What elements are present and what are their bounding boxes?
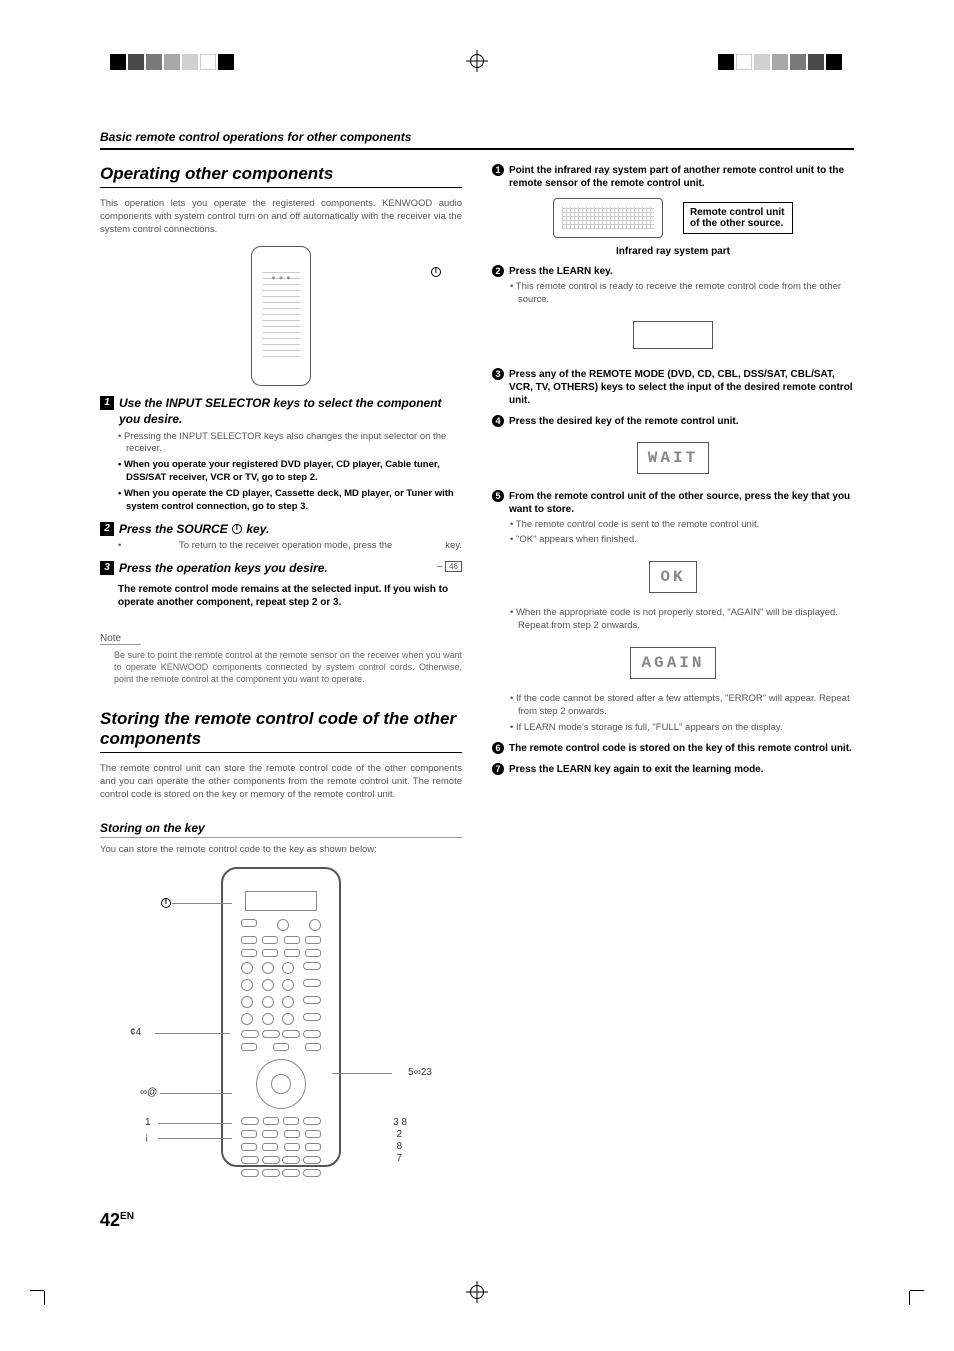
info-box: Remote control unit of the other source. [683,202,793,234]
lcd-wait: WAIT [637,442,709,474]
remote-icon-large [221,867,341,1167]
rstep-4-title: Press the desired key of the remote cont… [509,415,739,428]
note-text: Be sure to point the remote control at t… [114,649,462,685]
rstep-5-b1: The remote control code is sent to the r… [510,519,854,532]
section-title-storing: Storing the remote control code of the o… [100,709,462,753]
section-title-operating: Operating other components [100,164,462,188]
rstep-6-title: The remote control code is stored on the… [509,742,852,755]
callout-stop: 7 [396,1153,402,1164]
remote-icon [251,246,311,386]
rstep-1: 1 Point the infrared ray system part of … [492,164,854,257]
rstep-badge-1: 1 [492,164,504,176]
rstep-2: 2 Press the LEARN key. This remote contr… [492,265,854,360]
color-swatches-right [718,54,844,70]
callout-power [160,897,172,908]
step-2: 2 Press the SOURCE key. To return to the… [100,522,462,553]
callout-nav: 5∞23 [408,1067,432,1078]
rstep-5-b5: If LEARN mode's storage is full, "FULL" … [510,722,854,735]
subtitle-storing-key: Storing on the key [100,821,462,838]
power-icon [430,266,442,277]
lcd-ok: OK [649,561,696,593]
rstep-5-title: From the remote control unit of the othe… [509,490,854,516]
rstep-2-title: Press the LEARN key. [509,265,613,278]
rstep-5-b2: "OK" appears when finished. [510,534,854,547]
step-badge-3: 3 [100,561,114,575]
step-1-title: Use the INPUT SELECTOR keys to select th… [119,396,462,427]
rstep-badge-6: 6 [492,742,504,754]
registration-mark-icon [466,50,488,72]
sub-intro: You can store the remote control code to… [100,844,462,857]
step-3-title: Press the operation keys you desire. [119,561,328,577]
rstep-badge-5: 5 [492,490,504,502]
callout-ff: ¡ [145,1132,148,1143]
step-2-title: Press the SOURCE key. [119,522,269,538]
intro-operating: This operation lets you operate the regi… [100,198,462,236]
rstep-7-title: Press the LEARN key again to exit the le… [509,763,764,776]
remote-diagram-small [100,246,462,386]
callout-play-pause: 3 8 [393,1117,407,1128]
step-1-bullet-3: When you operate the CD player, Cassette… [118,488,462,514]
print-marks-top [0,50,954,80]
step-badge-2: 2 [100,522,114,536]
callout-prev-track: 2 [396,1129,402,1140]
left-column: Operating other components This operatio… [100,164,462,1187]
manual-page: Basic remote control operations for othe… [0,0,954,1351]
rstep-7: 7 Press the LEARN key again to exit the … [492,763,854,776]
step-3-remain: The remote control mode remains at the s… [118,583,462,609]
rstep-badge-3: 3 [492,368,504,380]
rstep-badge-2: 2 [492,265,504,277]
callout-pause: 8 [396,1141,402,1152]
step-2-bullet-1: To return to the receiver operation mode… [118,540,462,553]
rstep-5-b4: If the code cannot be stored after a few… [510,693,854,719]
rstep-5: 5 From the remote control unit of the ot… [492,490,854,735]
note-label: Note [100,633,141,645]
rstep-badge-4: 4 [492,415,504,427]
step-1: 1 Use the INPUT SELECTOR keys to select … [100,396,462,513]
lcd-empty [633,321,713,349]
rstep-1-title: Point the infrared ray system part of an… [509,164,854,190]
print-marks-bottom [0,1281,954,1311]
page-ref-icon: – 46 [437,561,462,572]
step-badge-1: 1 [100,396,114,410]
ir-diagram: Remote control unit of the other source. [492,198,854,238]
rstep-badge-7: 7 [492,763,504,775]
color-swatches-left [110,54,236,70]
step-1-bullet-1: Pressing the INPUT SELECTOR keys also ch… [118,431,462,457]
rstep-3: 3 Press any of the REMOTE MODE (DVD, CD,… [492,368,854,407]
breadcrumb: Basic remote control operations for othe… [100,130,854,150]
rstep-2-b1: This remote control is ready to receive … [510,281,854,307]
remote-diagram-large: ¢4 ∞@ 1 ¡ 5∞23 3 8 2 8 7 [100,867,462,1187]
lcd-again: AGAIN [630,647,715,679]
crop-mark-icon [30,1271,50,1291]
callout-down: ∞@ [140,1087,157,1098]
page-number: 42EN [100,1210,134,1231]
rstep-3-title: Press any of the REMOTE MODE (DVD, CD, C… [509,368,854,407]
ir-caption: Infrared ray system part [492,246,854,257]
right-column: 1 Point the infrared ray system part of … [492,164,854,1187]
rstep-6: 6 The remote control code is stored on t… [492,742,854,755]
page-content: Basic remote control operations for othe… [100,130,854,1251]
crop-mark-icon [904,1271,924,1291]
intro-storing: The remote control unit can store the re… [100,763,462,801]
rstep-4: 4 Press the desired key of the remote co… [492,415,854,482]
step-3: 3 Press the operation keys you desire. –… [100,561,462,609]
callout-play-prev: ¢4 [130,1027,141,1038]
registration-mark-icon [466,1281,488,1303]
rstep-5-b3: When the appropriate code is not properl… [510,607,854,633]
power-icon [232,524,242,534]
receiver-icon [553,198,663,238]
step-1-bullet-2: When you operate your registered DVD pla… [118,459,462,485]
callout-rew: 1 [145,1117,151,1128]
